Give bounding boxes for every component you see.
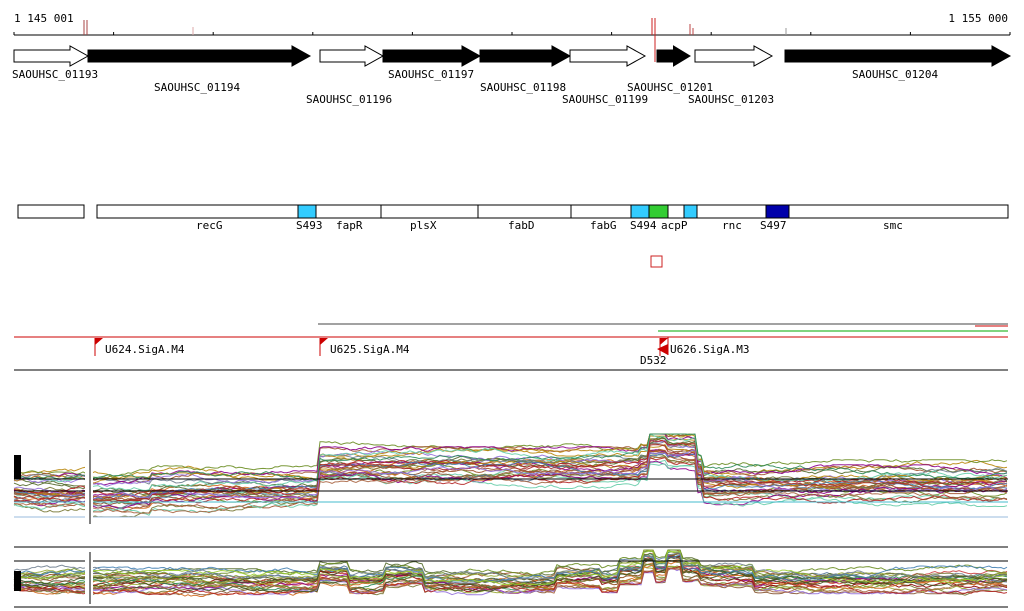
expression-trace [13,455,1008,514]
feature-segment[interactable] [477,204,572,219]
gene-arrow[interactable] [694,45,774,67]
expression-trace [13,433,1008,484]
feature-label: fapR [336,219,363,232]
gene-label: SAOUHSC_01194 [154,81,241,94]
gene-arrow[interactable] [479,45,572,67]
expression-trace [13,463,1008,516]
tss-label: U625.SigA.M4 [330,343,410,356]
expression-trace [13,549,1008,586]
ruler-track [13,18,1011,62]
gene-label: SAOUHSC_01193 [12,68,99,81]
tss-flag[interactable] [320,338,328,345]
feature-label: fabD [508,219,535,232]
feature-label: S497 [760,219,787,232]
expression-band [13,546,1008,608]
feature-segment[interactable] [297,204,317,219]
feature-label: rnc [722,219,742,232]
feature-segment[interactable] [788,204,1009,219]
expression-block [14,571,21,591]
expression-trace [13,449,1008,502]
feature-segment[interactable] [96,204,299,219]
expression-band [13,433,1008,532]
band-gap [85,444,93,532]
feature-label: smc [883,219,903,232]
expression-trace [13,555,1008,590]
feature-track [17,204,1009,268]
feature-segment[interactable] [315,204,382,219]
expression-block [14,455,21,479]
gene-label: SAOUHSC_01199 [562,93,649,106]
gene-label: SAOUHSC_01201 [627,81,714,94]
feature-segment[interactable] [683,204,698,219]
tss-label: U624.SigA.M4 [105,343,185,356]
gene-arrow[interactable] [319,45,385,67]
gene-arrow[interactable] [382,45,482,67]
feature-segment[interactable] [696,204,767,219]
expression-trace [13,549,1008,581]
feature-label: recG [196,219,223,232]
expression-trace [13,552,1008,580]
gene-label: SAOUHSC_01204 [852,68,939,81]
feature-label: acpP [661,219,688,232]
gene-arrow[interactable] [784,45,1012,67]
expression-trace [13,452,1008,501]
marker-square[interactable] [650,255,663,268]
gene-arrow[interactable] [569,45,647,67]
gene-label: SAOUHSC_01196 [306,93,393,106]
expression-trace [13,433,1008,482]
expression-trace [13,549,1008,579]
band-gap [85,550,93,604]
gene-label: SAOUHSC_01203 [688,93,775,106]
gene-label: SAOUHSC_01198 [480,81,567,94]
feature-segment[interactable] [765,204,790,219]
feature-label: plsX [410,219,437,232]
tss-down-label: D532 [640,354,667,367]
feature-segment[interactable] [630,204,650,219]
feature-segment[interactable] [667,204,685,219]
expression-trace [13,568,1008,596]
feature-left-box[interactable] [17,204,85,219]
expression-trace [13,457,1008,504]
feature-label: S494 [630,219,657,232]
feature-segment[interactable] [380,204,479,219]
gene-label: SAOUHSC_01197 [388,68,475,81]
expression-trace [13,553,1008,582]
expression-trace [13,551,1008,591]
expression-trace [13,433,1008,491]
gene-track [13,45,1012,67]
tss-track [14,323,1008,371]
feature-label: fabG [590,219,617,232]
expression-trace [13,433,1008,480]
expression-trace [13,433,1008,486]
feature-label: S493 [296,219,323,232]
tss-downflag[interactable] [657,344,668,355]
tss-flag[interactable] [660,338,668,345]
tss-label: U626.SigA.M3 [670,343,750,356]
gene-arrow[interactable] [656,45,691,67]
feature-segment[interactable] [648,204,669,219]
expression-trace [13,567,1008,594]
ruler-end-label: 1 155 000 [948,12,1008,25]
expression-trace [13,450,1008,513]
tss-flag[interactable] [95,338,103,345]
expression-trace [13,444,1008,503]
gene-arrow[interactable] [13,45,90,67]
feature-segment[interactable] [570,204,632,219]
ruler-start-label: 1 145 001 [14,12,74,25]
gene-arrow[interactable] [87,45,312,67]
